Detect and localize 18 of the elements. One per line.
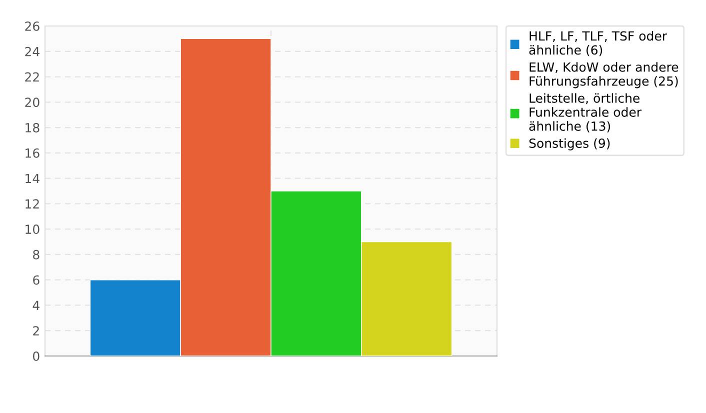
legend-label: HLF, LF, TLF, TSF oder ähnliche (6): [529, 31, 668, 56]
y-tick-label: 8: [33, 250, 40, 260]
y-tick-label: 10: [26, 224, 40, 234]
legend-label: Leitstelle, örtliche Funkzentrale oder ähnliche (13): [529, 93, 642, 132]
y-tick-label: 0: [33, 351, 40, 361]
y-tick-label: 20: [25, 98, 40, 108]
y-tick-label: 24: [25, 46, 40, 56]
y-tick-label: 2: [33, 326, 39, 336]
y-tick-label: 4: [32, 300, 40, 310]
y-tick-label: 22: [25, 72, 39, 82]
legend-label: ELW, KdoW oder andere Führungsfahrzeuge (25): [530, 62, 678, 88]
legend-label: Sonstiges (9): [529, 138, 610, 150]
y-tick-label: 6: [33, 275, 40, 285]
y-tick-label: 16: [26, 148, 40, 158]
y-tick-label: 26: [25, 21, 40, 31]
y-tick-label: 12: [26, 199, 39, 208]
y-tick-label: 14: [26, 174, 40, 184]
y-tick-label: 18: [26, 123, 40, 132]
